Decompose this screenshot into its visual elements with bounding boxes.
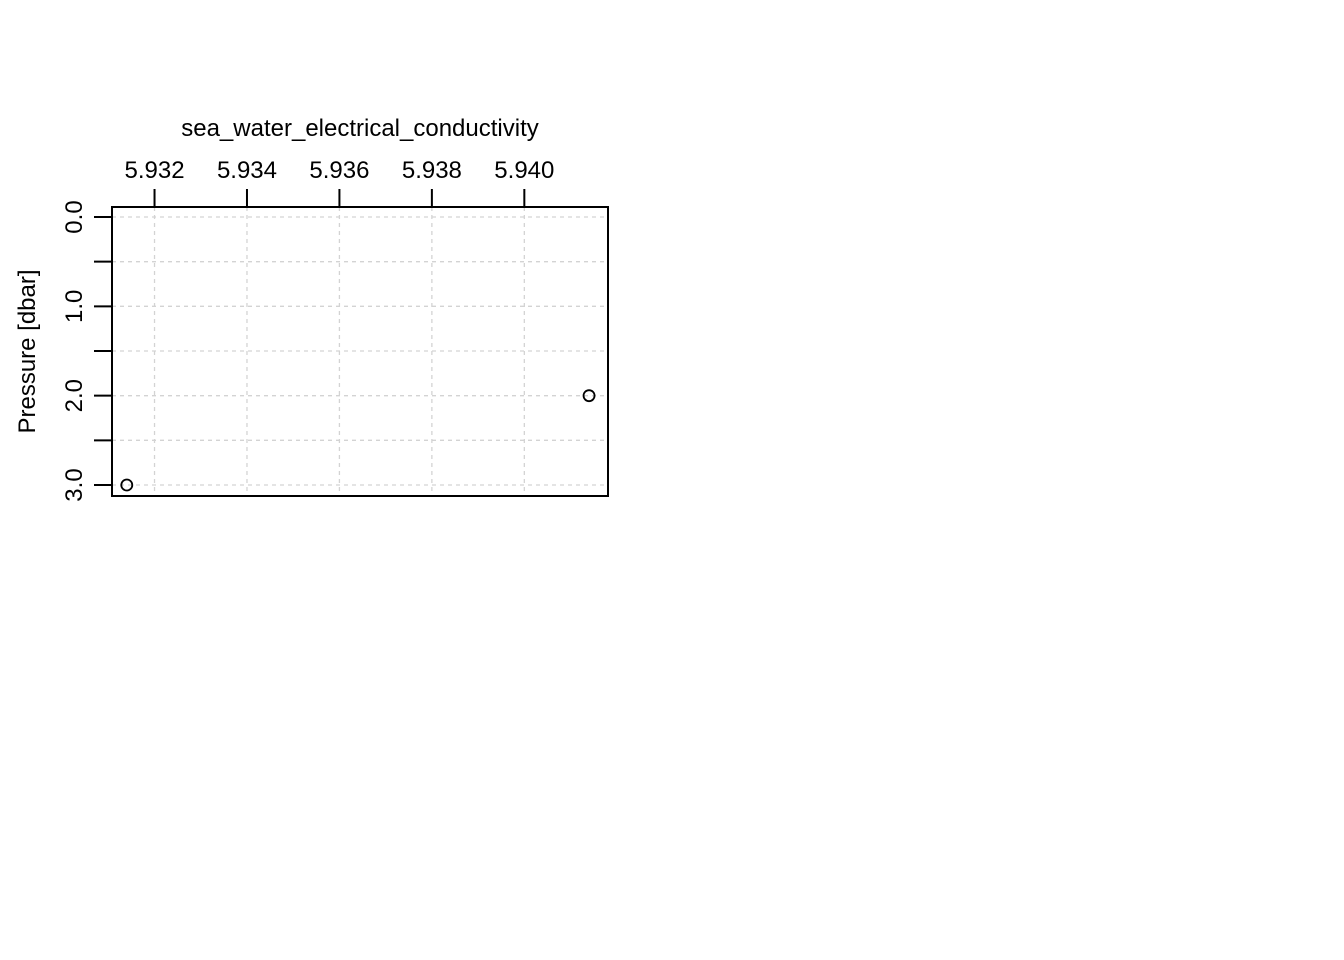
x-tick-label: 5.938 [402,157,462,184]
data-points [120,389,596,492]
data-point [582,389,596,403]
x-axis: 5.932 5.934 5.936 5.938 5.940 [124,157,554,207]
x-tick-label: 5.932 [124,157,184,184]
x-axis-title: sea_water_electrical_conductivity [181,115,539,142]
y-tick-label: 1.0 [61,290,88,323]
data-point [120,478,134,492]
y-tick-label: 3.0 [61,468,88,501]
x-tick-label: 5.940 [494,157,554,184]
x-tick-label: 5.936 [309,157,369,184]
grid [112,207,608,496]
y-axis-title: Pressure [dbar] [14,269,41,433]
y-axis: 0.0 1.0 2.0 3.0 [61,200,112,502]
x-tick-label: 5.934 [217,157,277,184]
y-tick-label: 0.0 [61,200,88,233]
y-tick-label: 2.0 [61,379,88,412]
